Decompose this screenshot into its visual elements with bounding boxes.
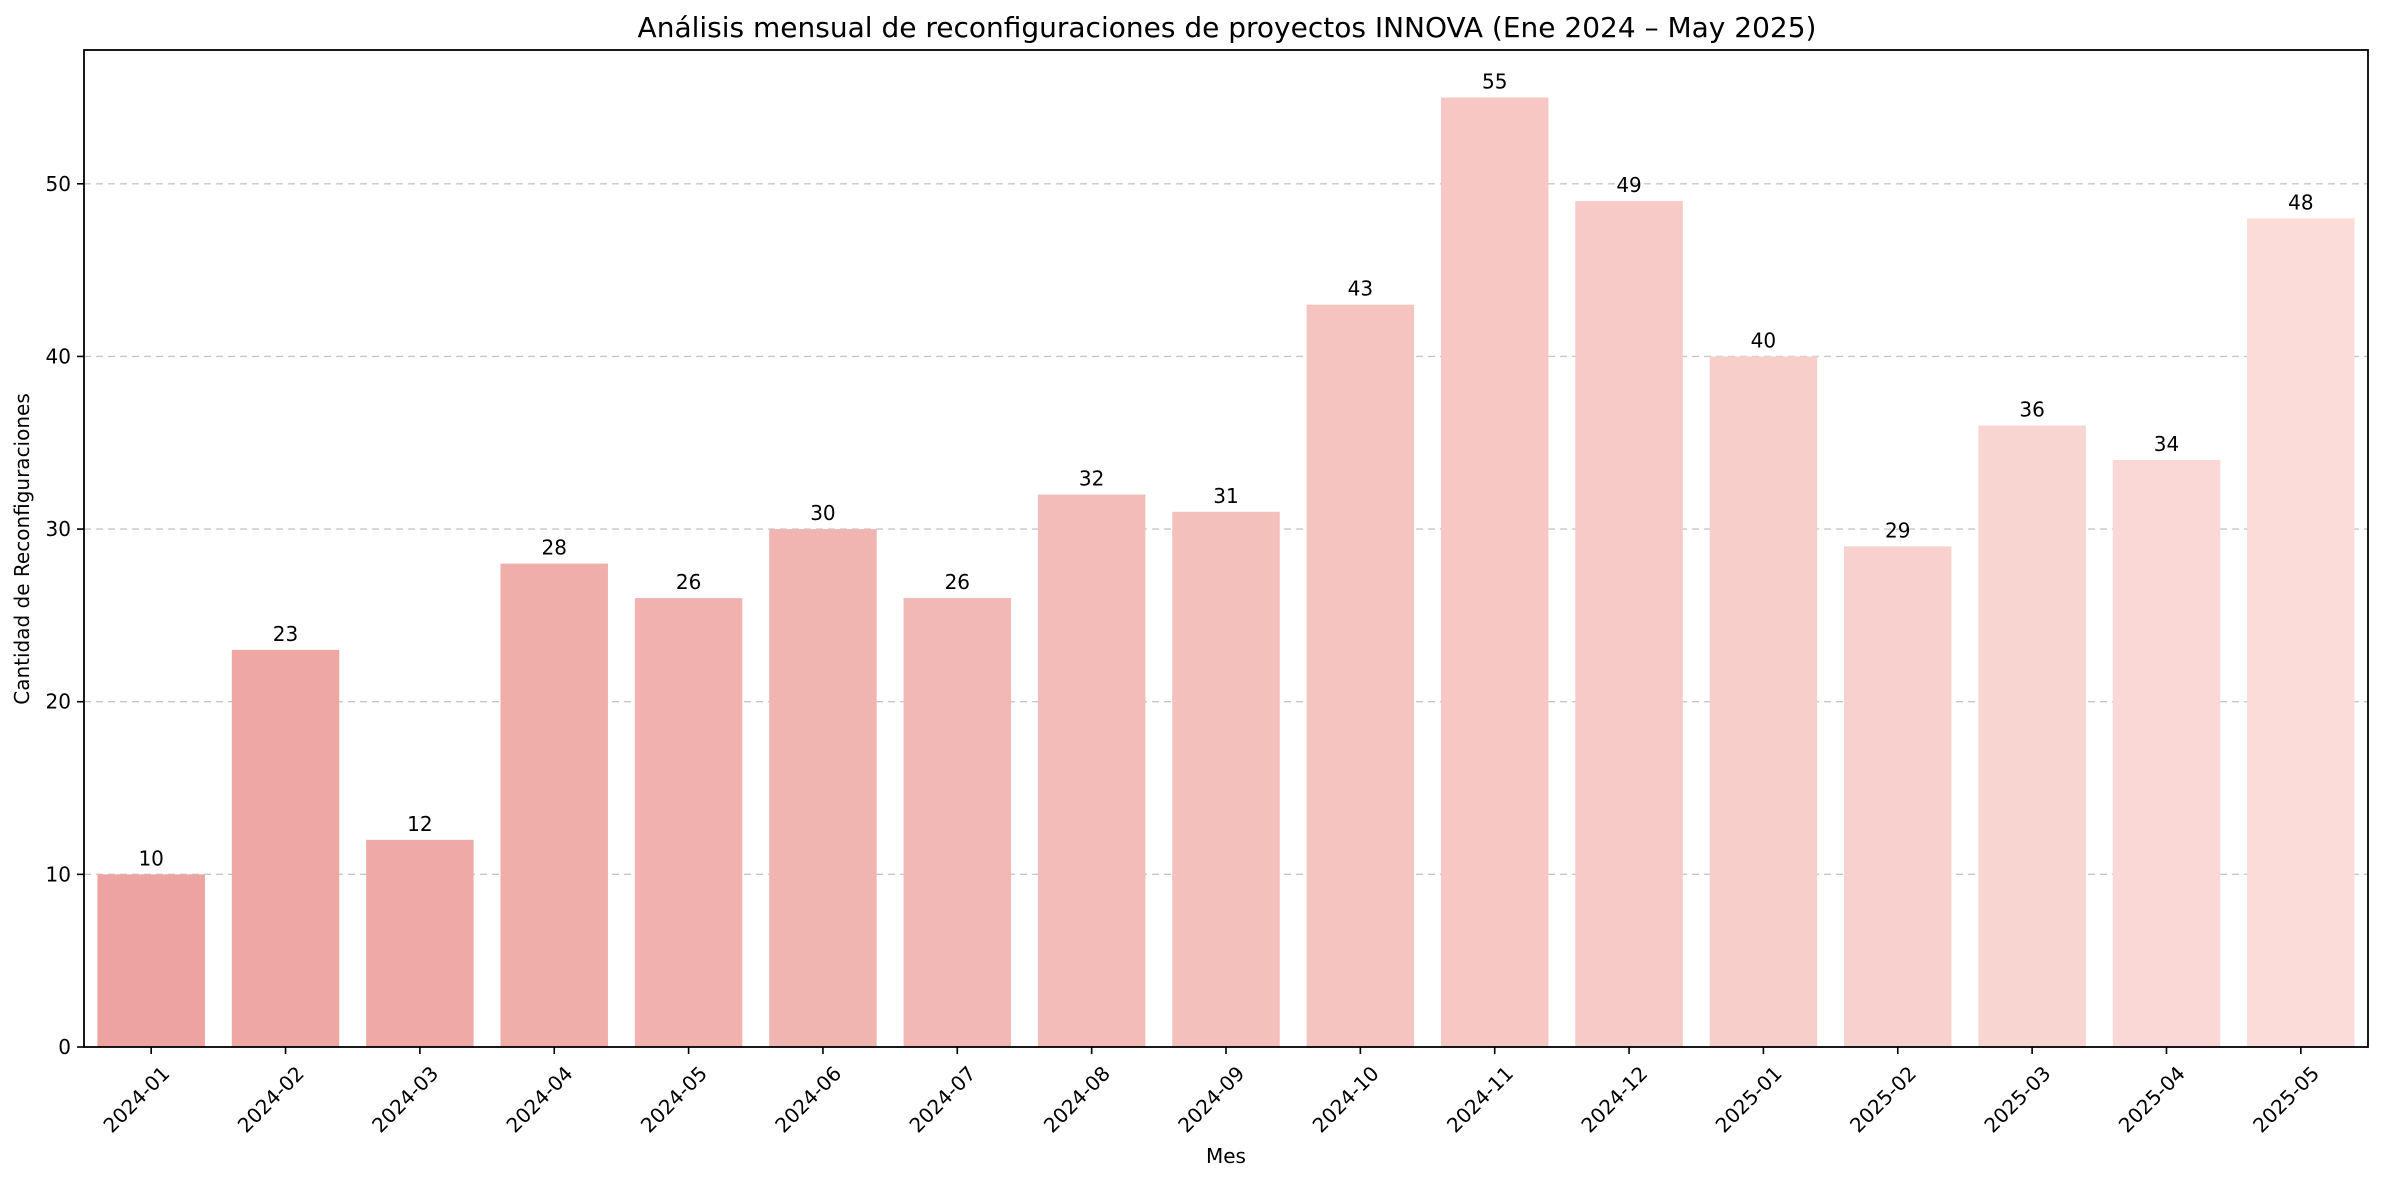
data-label: 23 <box>273 622 298 646</box>
x-tick-label: 2024-08 <box>1039 1061 1115 1137</box>
data-label: 34 <box>2154 432 2179 456</box>
y-tick-label: 30 <box>46 517 71 541</box>
data-label: 36 <box>2019 397 2044 421</box>
data-label: 55 <box>1482 69 1507 93</box>
x-tick-label: 2024-11 <box>1442 1061 1518 1137</box>
bar <box>2247 218 2355 1047</box>
data-label: 43 <box>1348 277 1373 301</box>
data-label: 49 <box>1616 173 1641 197</box>
bar <box>1575 201 1683 1047</box>
x-tick-label: 2024-01 <box>98 1061 174 1137</box>
y-tick-label: 10 <box>46 862 71 886</box>
x-axis-ticks: 2024-01 2024-02 2024-03 2024-04 2024-05 2024-… <box>98 1047 2324 1137</box>
y-tick-label: 20 <box>46 690 71 714</box>
bar <box>1978 425 2086 1047</box>
chart-title: Análisis mensual de reconfiguraciones de… <box>638 11 1817 44</box>
bar <box>500 563 608 1047</box>
x-tick-label: 2025-02 <box>1845 1061 1921 1137</box>
data-label: 10 <box>138 846 163 870</box>
x-tick-label: 2024-09 <box>1173 1061 1249 1137</box>
x-tick-label: 2024-12 <box>1576 1061 1652 1137</box>
x-tick-label: 2024-10 <box>1308 1061 1384 1137</box>
x-tick-label: 2024-03 <box>367 1061 443 1137</box>
bar <box>769 529 877 1047</box>
data-labels: 10 23 12 28 26 30 26 32 31 43 55 49 40 29 36 34 48 <box>138 69 2313 870</box>
data-label: 29 <box>1885 518 1910 542</box>
bar <box>634 598 743 1047</box>
x-tick-label: 2024-02 <box>233 1061 309 1137</box>
data-label: 28 <box>542 536 567 560</box>
x-tick-label: 2025-04 <box>2114 1061 2190 1137</box>
x-tick-label: 2025-01 <box>1711 1061 1787 1137</box>
bar <box>1709 356 1818 1047</box>
bar <box>1037 494 1146 1047</box>
data-label: 26 <box>676 570 701 594</box>
bars <box>97 97 2355 1048</box>
y-tick-label: 0 <box>58 1035 71 1059</box>
x-tick-label: 2024-07 <box>905 1061 981 1137</box>
x-tick-label: 2024-04 <box>501 1061 577 1137</box>
bar <box>366 839 474 1047</box>
bar <box>231 649 340 1047</box>
bar <box>2112 460 2221 1048</box>
plot-frame <box>83 49 2369 1048</box>
data-label: 40 <box>1751 328 1776 352</box>
data-label: 48 <box>2288 190 2313 214</box>
x-tick-label: 2025-05 <box>2248 1061 2324 1137</box>
data-label: 32 <box>1079 467 1104 491</box>
x-tick-label: 2024-06 <box>770 1061 846 1137</box>
bar <box>1172 511 1280 1047</box>
bar <box>1440 97 1549 1047</box>
bar <box>97 874 205 1047</box>
bar <box>1306 304 1415 1047</box>
y-tick-label: 40 <box>46 344 71 368</box>
data-label: 30 <box>810 501 835 525</box>
y-tick-label: 50 <box>46 172 71 196</box>
data-label: 12 <box>407 812 432 836</box>
bar <box>1844 546 1952 1047</box>
data-label: 31 <box>1213 484 1238 508</box>
x-tick-label: 2025-03 <box>1979 1061 2055 1137</box>
data-label: 26 <box>945 570 970 594</box>
x-tick-label: 2024-05 <box>636 1061 712 1137</box>
y-axis-ticks: 0 10 20 30 40 50 <box>46 172 84 1059</box>
y-axis-label: Cantidad de Reconfiguraciones <box>10 393 34 705</box>
bar <box>903 598 1012 1047</box>
x-axis-label: Mes <box>1206 1144 1246 1168</box>
